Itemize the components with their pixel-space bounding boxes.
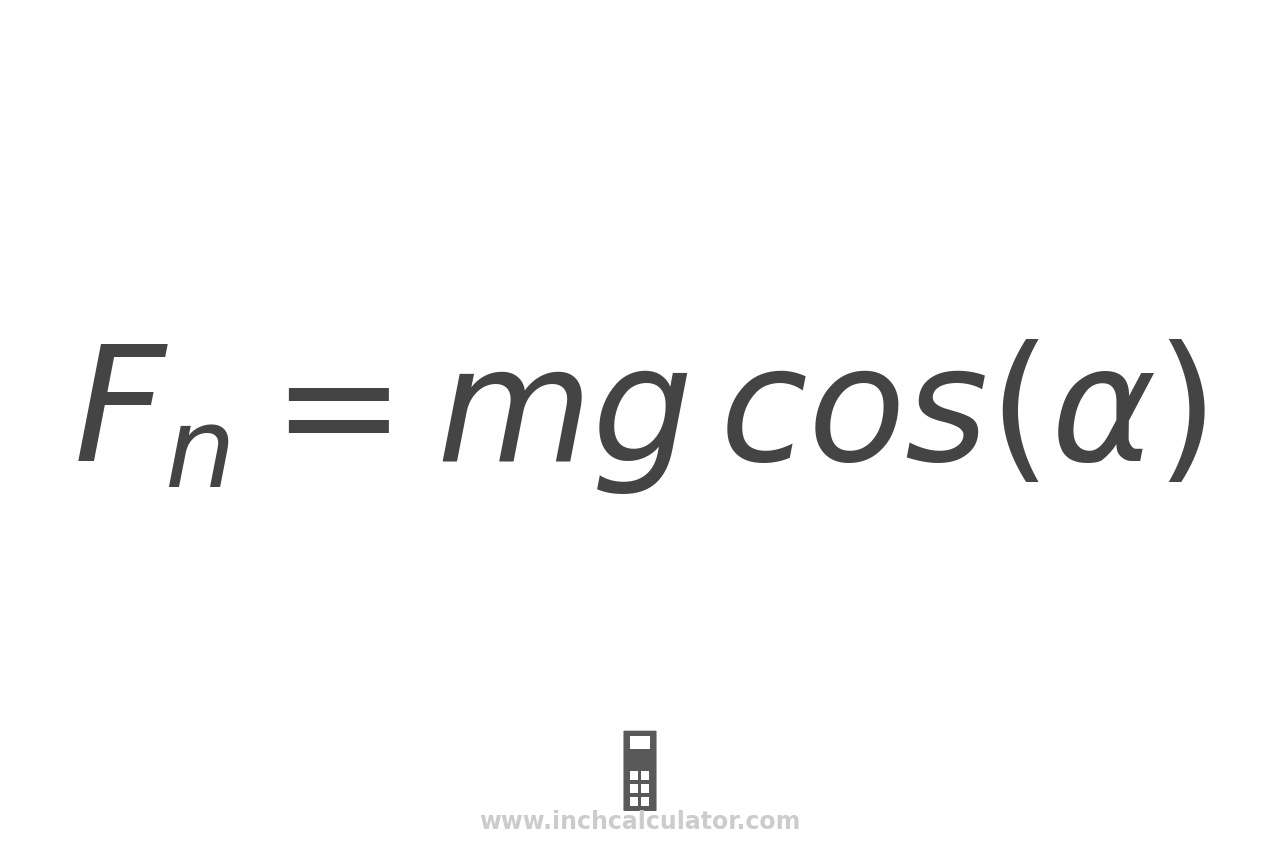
Text: www.inchcalculator.com: www.inchcalculator.com	[479, 809, 801, 833]
Bar	[630, 784, 637, 793]
Text: Normal Force Formula: Normal Force Formula	[90, 31, 1190, 127]
Bar	[630, 771, 637, 780]
Text: $\mathit{F}_{n} = \mathit{mg}\,\mathit{cos}(\alpha)$: $\mathit{F}_{n} = \mathit{mg}\,\mathit{c…	[73, 336, 1207, 495]
Bar	[641, 798, 649, 806]
FancyBboxPatch shape	[622, 729, 658, 812]
Bar	[641, 771, 649, 780]
Bar	[630, 798, 637, 806]
Bar	[641, 784, 649, 793]
Bar	[631, 735, 649, 749]
